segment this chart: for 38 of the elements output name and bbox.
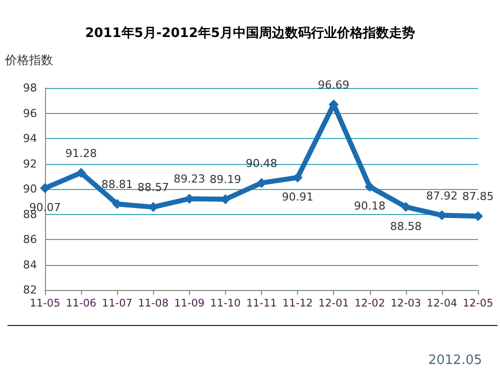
x-tick-label: 12-05	[462, 298, 494, 310]
point	[364, 182, 375, 192]
data-label: 87.92	[426, 189, 458, 202]
point	[256, 178, 266, 188]
x-tick-label: 11-06	[66, 298, 97, 310]
y-axis-title: 价格指数	[4, 53, 53, 67]
x-tick-label: 11-07	[102, 298, 132, 310]
y-tick-label: 90	[23, 182, 37, 196]
y-tick-label: 96	[23, 106, 37, 120]
x-tick-label: 11-10	[210, 298, 241, 310]
point	[400, 202, 411, 212]
x-tick-label: 11-08	[138, 298, 169, 310]
x-tick-label: 12-03	[390, 298, 422, 310]
y-tick-label: 82	[23, 284, 37, 296]
data-label: 88.58	[390, 220, 422, 233]
y-tick-label: 98	[23, 82, 37, 94]
point	[76, 168, 86, 178]
chart-title: 2011年5月-2012年5月中国周边数码行业价格指数走势	[85, 25, 415, 41]
y-tick-label: 84	[23, 258, 37, 272]
data-label: 87.85	[462, 190, 494, 204]
x-tick-label: 12-01	[318, 298, 349, 310]
data-label: 89.19	[210, 173, 242, 186]
y-tick-label: 86	[23, 233, 37, 246]
x-tick-label: 12-02	[354, 298, 386, 310]
text: 2012.05	[428, 353, 482, 368]
data-label: 89.23	[174, 172, 206, 186]
y-tick-label: 94	[23, 132, 37, 145]
data-label: 90.18	[354, 200, 386, 213]
x-tick-label: 11-11	[246, 298, 277, 310]
point	[40, 183, 50, 194]
data-label: 90.91	[282, 190, 314, 204]
x-tick-label: 11-05	[30, 298, 60, 310]
data-label: 91.28	[65, 146, 97, 160]
x-tick-label: 11-12	[282, 298, 313, 310]
x-tick-label: 11-09	[174, 298, 205, 310]
data-label: 88.81	[101, 178, 133, 192]
x-tick-label: 12-04	[426, 298, 458, 310]
y-tick-label: 92	[23, 157, 37, 170]
